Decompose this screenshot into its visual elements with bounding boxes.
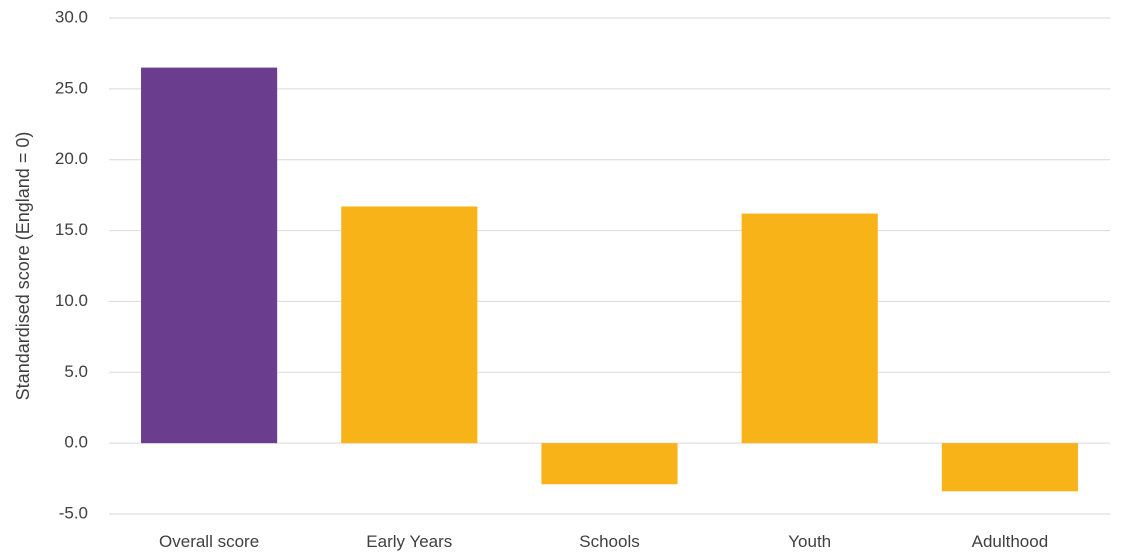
- x-tick-label: Early Years: [366, 532, 452, 551]
- bar-overall-score: [141, 67, 278, 444]
- x-tick-label: Youth: [788, 532, 831, 551]
- x-tick-label: Schools: [579, 532, 639, 551]
- y-tick-label: -5.0: [59, 503, 88, 522]
- y-tick-label: 30.0: [55, 7, 88, 26]
- y-tick-label: 5.0: [64, 362, 88, 381]
- y-tick-label: 25.0: [55, 78, 88, 97]
- y-axis-title: Standardised score (England = 0): [13, 132, 33, 401]
- bar-early-years: [341, 206, 478, 444]
- y-tick-label: 15.0: [55, 220, 88, 239]
- y-tick-label: 0.0: [64, 433, 88, 452]
- y-axis-tick-labels: 30.0 25.0 20.0 15.0 10.0 5.0 0.0 -5.0: [55, 7, 88, 522]
- bar-adulthood: [941, 443, 1078, 492]
- x-tick-label: Overall score: [159, 532, 259, 551]
- x-tick-label: Adulthood: [972, 532, 1049, 551]
- y-tick-label: 20.0: [55, 149, 88, 168]
- bar-youth: [741, 213, 878, 444]
- bar-schools: [541, 443, 678, 485]
- x-axis-tick-labels: Overall score Early Years Schools Youth Adul…: [159, 532, 1048, 551]
- y-tick-label: 10.0: [55, 291, 88, 310]
- bars: [141, 67, 1078, 492]
